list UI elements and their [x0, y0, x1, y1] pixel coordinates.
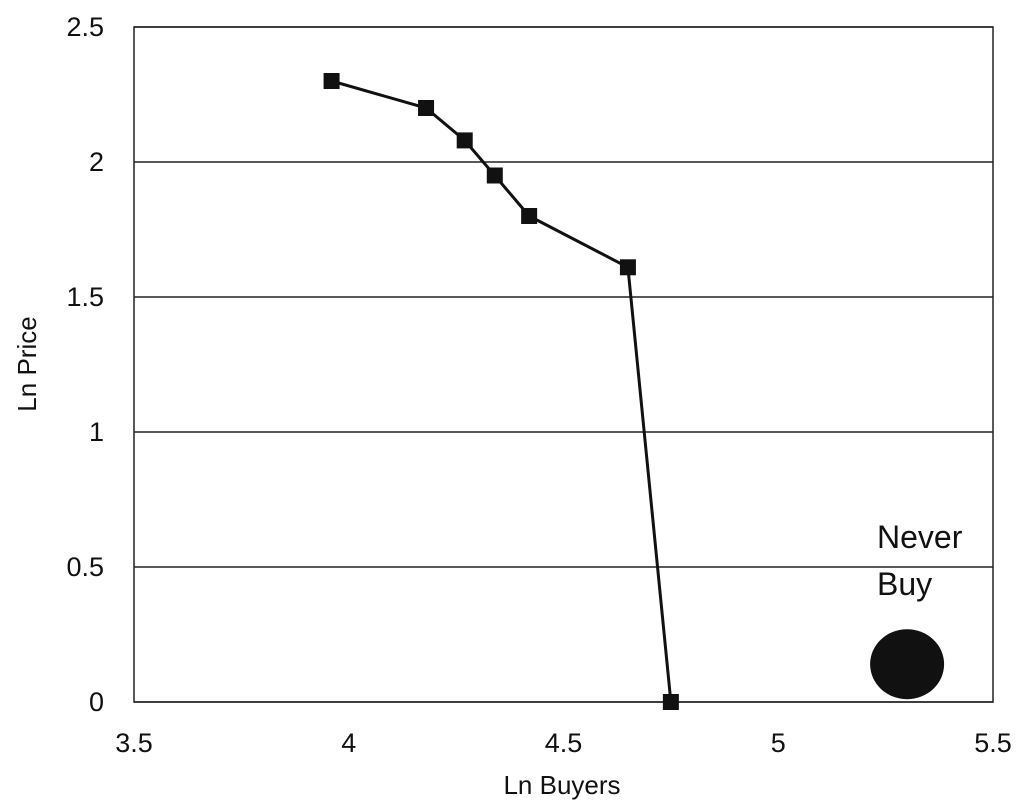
x-tick-label: 5.5	[974, 728, 1012, 758]
x-tick-label: 4.5	[545, 728, 583, 758]
y-tick-label: 0	[89, 687, 104, 717]
y-tick-label: 0.5	[66, 552, 104, 582]
y-tick-label: 1.5	[66, 282, 104, 312]
annotation-line-never: Never	[877, 519, 963, 555]
x-tick-label: 5	[771, 728, 786, 758]
data-point	[619, 259, 636, 276]
x-tick-label: 4	[341, 728, 356, 758]
gridlines	[134, 26, 993, 703]
y-tick-label: 2	[89, 147, 104, 177]
y-tick-label: 1	[89, 417, 104, 447]
never-buy-circle-marker	[870, 629, 945, 700]
x-tick-label: 3.5	[115, 728, 153, 758]
data-point	[486, 167, 503, 184]
data-point	[418, 100, 435, 116]
y-tick-label: 2.5	[66, 12, 104, 42]
plot-frame	[133, 26, 994, 703]
x-axis-title: Ln Buyers	[503, 770, 620, 800]
data-point	[323, 73, 340, 89]
data-point	[662, 694, 679, 710]
y-tick-labels: 0 0.5 1 1.5 2 2.5	[66, 12, 104, 717]
y-axis-title: Ln Price	[12, 316, 42, 411]
data-point	[521, 208, 538, 224]
annotation-line-buy: Buy	[877, 566, 932, 602]
data-point	[456, 132, 473, 149]
series-ln-price	[323, 73, 679, 710]
never-buy-annotation: Never Buy	[870, 519, 963, 700]
x-tick-labels: 3.5 4 4.5 5 5.5	[115, 728, 1012, 758]
